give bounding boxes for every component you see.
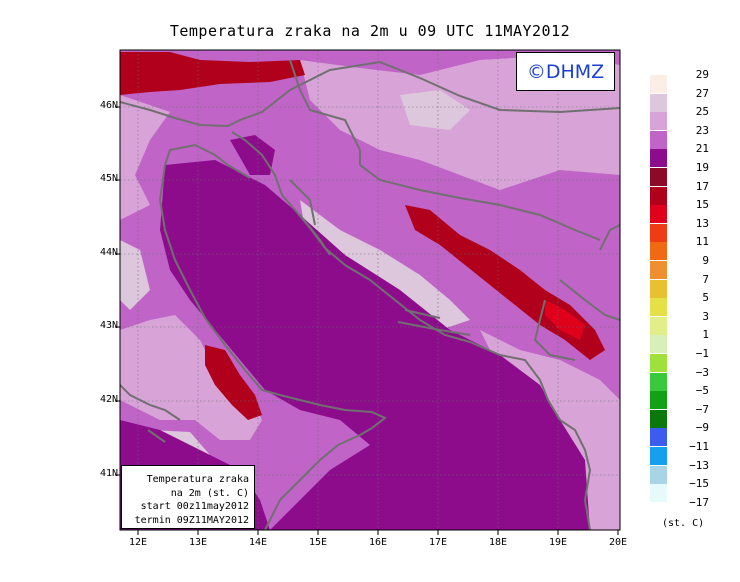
lat-label: 41N	[99, 468, 118, 479]
legend-label: −9	[695, 421, 709, 435]
legend-swatch	[650, 186, 667, 205]
italy-mild-region	[120, 95, 170, 220]
info-line-start: start 00z11may2012	[140, 501, 249, 512]
legend-swatch	[650, 75, 667, 93]
info-line-variable: Temperatura zraka	[146, 474, 249, 485]
adriatic-sea	[160, 160, 590, 530]
legend-label: −15	[689, 477, 709, 491]
legend-label: 13	[695, 216, 709, 230]
lon-label: 17E	[428, 537, 448, 548]
legend-swatch	[650, 130, 667, 149]
legend-label: 7	[702, 272, 709, 286]
lat-label: 43N	[99, 320, 118, 331]
northern-adriatic	[230, 135, 275, 175]
lon-label: 19E	[548, 537, 568, 548]
dhmz-credit-label: ©DHMZ	[516, 52, 615, 91]
italy-cool-patch	[120, 240, 150, 310]
lon-label: 20E	[608, 537, 628, 548]
legend-label: −5	[695, 384, 709, 398]
legend-label: 15	[695, 198, 709, 212]
legend-swatch	[650, 372, 667, 391]
lat-label: 42N	[99, 394, 118, 405]
lat-label: 45N	[99, 173, 118, 184]
info-box: Temperatura zraka na 2m (st. C) start 00…	[121, 465, 255, 529]
info-line-units: na 2m (st. C)	[170, 487, 249, 499]
legend-label: −13	[689, 458, 709, 472]
legend-swatch	[650, 354, 667, 372]
lon-label: 15E	[308, 537, 328, 548]
dinaric-red-core	[545, 300, 585, 340]
coastal-cool-strip	[300, 200, 470, 330]
legend-label: −11	[689, 440, 709, 453]
legend-label: −1	[695, 347, 709, 360]
balkan-cool-patch	[400, 90, 470, 130]
legend-label: 1	[702, 328, 709, 342]
legend-label: −3	[695, 365, 709, 379]
legend-swatch	[650, 242, 667, 261]
legend-label: 29	[695, 68, 709, 81]
lat-label: 46N	[99, 100, 118, 111]
legend-swatch	[650, 168, 667, 186]
alps-hot-zone	[120, 52, 305, 95]
legend-label: 9	[702, 254, 709, 267]
legend-swatch	[650, 447, 667, 465]
legend-label: 25	[695, 105, 709, 119]
legend-swatch	[650, 205, 667, 224]
legend-swatch	[650, 335, 667, 354]
legend-label: 21	[695, 142, 709, 156]
legend-swatch	[650, 484, 667, 503]
map-title: Temperatura zraka na 2m u 09 UTC 11MAY20…	[169, 22, 571, 40]
lon-label: 18E	[488, 537, 508, 548]
legend-swatch	[650, 409, 667, 428]
legend-units: (st. C)	[662, 518, 705, 529]
legend-swatch	[650, 465, 667, 484]
lon-label: 14E	[248, 537, 268, 548]
lon-label: 13E	[188, 537, 208, 548]
graticule	[120, 50, 620, 530]
legend-label: 11	[695, 235, 709, 249]
lon-label: 16E	[368, 537, 388, 548]
legend-label: 27	[695, 86, 709, 100]
legend-label: 3	[702, 309, 709, 323]
legend-swatch	[650, 223, 667, 242]
legend-swatch	[650, 391, 667, 410]
legend-label: 17	[695, 179, 709, 193]
legend-swatch	[650, 149, 667, 168]
legend-swatch	[650, 261, 667, 279]
legend-swatch	[650, 428, 667, 447]
legend-swatch	[650, 112, 667, 131]
map-frame	[119, 49, 621, 531]
legend-label: −17	[689, 495, 709, 509]
lat-label: 44N	[99, 247, 118, 258]
info-line-term: termin 09Z11MAY2012	[134, 514, 249, 526]
italy-south-mild	[120, 315, 262, 440]
axis-ticks	[115, 106, 619, 535]
legend-swatch	[650, 298, 667, 317]
legend-label: 5	[702, 291, 709, 305]
legend-label: −7	[695, 402, 709, 416]
legend-swatch	[650, 316, 667, 335]
coastlines-borders	[120, 59, 620, 530]
legend-swatch	[650, 279, 667, 298]
legend-swatch	[650, 93, 667, 112]
legend-label: 19	[695, 161, 709, 174]
italy-hot-zone	[205, 345, 262, 420]
lon-label: 12E	[128, 537, 148, 548]
legend-label: 23	[695, 123, 709, 137]
